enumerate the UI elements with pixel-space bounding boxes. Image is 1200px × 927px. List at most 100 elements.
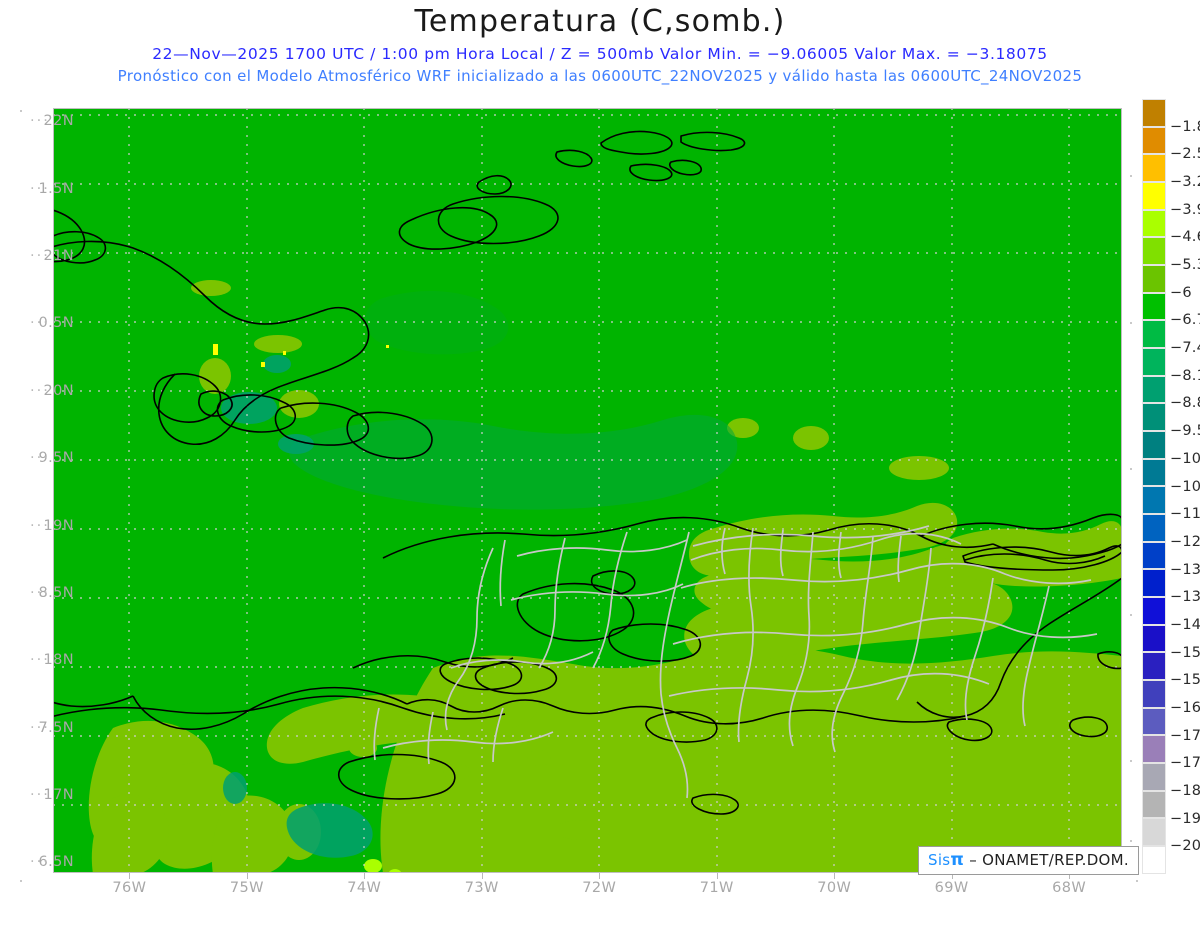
map-canvas [53, 108, 1122, 873]
colorbar-tick-label: −13 [1170, 561, 1200, 578]
colorbar-swatch [1142, 403, 1166, 432]
x-axis-tick-label: 76W [112, 880, 147, 896]
edge-marker-dot [1130, 468, 1132, 470]
y-axis-tick-label: 8.5N [38, 584, 74, 601]
colorbar-swatch [1142, 569, 1166, 598]
colorbar-swatch [1142, 735, 1166, 764]
colorbar-swatch [1142, 348, 1166, 376]
x-axis-tick-mark [599, 873, 601, 879]
colorbar-tick-label: −8.1 [1170, 367, 1200, 384]
y-axis-tick-label: 9.5N [38, 450, 74, 467]
watermark-suffix: – ONAMET/REP.DOM. [969, 851, 1129, 869]
y-axis-tick-label: 20N [43, 382, 74, 399]
x-axis-tick-label: 72W [582, 880, 617, 896]
y-axis-tick-dots: ··· [30, 180, 50, 197]
y-axis-tick-dots: ··· [30, 652, 50, 669]
edge-marker-dot [20, 880, 22, 882]
edge-marker-dot [1130, 322, 1132, 324]
edge-marker-dot [1130, 175, 1132, 177]
map-shaded-field [53, 108, 1122, 873]
colorbar-tick-label: −15.1 [1170, 644, 1200, 661]
x-axis-tick-mark [364, 873, 366, 879]
shade-band-warm [88, 280, 1122, 873]
model-info-line: Pronóstico con el Modelo Atmosférico WRF… [117, 67, 1083, 85]
y-axis-tick-label: 0.5N [38, 315, 74, 332]
province-borders-overlay [373, 525, 1098, 799]
colorbar-swatch [1142, 597, 1166, 625]
y-axis-tick-dots: ··· [30, 719, 50, 736]
watermark-prefix: Sis [928, 851, 951, 869]
colorbar-tick-label: −19.3 [1170, 810, 1200, 827]
map-plot-area [53, 108, 1122, 873]
y-axis-tick-label: 21N [43, 248, 74, 265]
y-axis-tick-dots: ··· [30, 248, 50, 265]
colorbar-swatch [1142, 624, 1166, 653]
colorbar-tick-label: −4.6 [1170, 229, 1200, 246]
colorbar-swatch [1142, 375, 1166, 404]
colorbar-swatch [1142, 652, 1166, 681]
y-axis-tick-dots: ··· [30, 854, 50, 871]
y-axis-tick-label: 18N [43, 652, 74, 669]
shade-band-cold-pocket [221, 355, 373, 858]
colorbar-swatch [1142, 99, 1166, 127]
colorbar-swatch [1142, 237, 1166, 266]
forecast-meta-line: 22—Nov—2025 1700 UTC / 1:00 pm Hora Loca… [152, 45, 1048, 63]
colorbar-swatch [1142, 680, 1166, 708]
x-axis-tick-mark [951, 873, 953, 879]
edge-marker-dot [1136, 880, 1138, 882]
y-axis-tick-dots: ··· [30, 113, 50, 130]
x-axis-tick-label: 73W [464, 880, 499, 896]
colorbar-tick-label: −15.8 [1170, 672, 1200, 689]
colorbar [1142, 99, 1166, 874]
edge-marker-dot [1130, 760, 1132, 762]
x-axis-tick-label: 69W [934, 880, 969, 896]
y-axis-tick-label: 17N [43, 786, 74, 803]
colorbar-tick-label: −10.9 [1170, 478, 1200, 495]
y-axis-tick-dots: ··· [30, 450, 50, 467]
colorbar-tick-label: −12.3 [1170, 533, 1200, 550]
colorbar-tick-label: −7.4 [1170, 340, 1200, 357]
colorbar-tick-label: −2.5 [1170, 146, 1200, 163]
colorbar-tick-label: −9.5 [1170, 423, 1200, 440]
colorbar-tick-label: −3.9 [1170, 201, 1200, 218]
colorbar-swatch [1142, 431, 1166, 459]
edge-marker-dot [1130, 614, 1132, 616]
colorbar-tick-label: −10.2 [1170, 450, 1200, 467]
colorbar-tick-label: −14.4 [1170, 616, 1200, 633]
shade-band-cool [289, 291, 738, 510]
y-axis-tick-dots: ··· [30, 517, 50, 534]
x-axis-tick-label: 75W [229, 880, 264, 896]
x-axis-tick-mark [1069, 873, 1071, 879]
colorbar-tick-label: −5.3 [1170, 257, 1200, 274]
colorbar-swatch [1142, 320, 1166, 349]
pi-icon: π [950, 850, 965, 870]
colorbar-swatch [1142, 790, 1166, 819]
colorbar-swatch [1142, 541, 1166, 570]
colorbar-tick-label: −20 [1170, 838, 1200, 855]
colorbar-tick-label: −13.7 [1170, 589, 1200, 606]
colorbar-tick-label: −17.9 [1170, 755, 1200, 772]
y-axis-tick-dots: ··· [30, 584, 50, 601]
colorbar-swatch [1142, 126, 1166, 155]
colorbar-swatch [1142, 265, 1166, 293]
page-title: Temperatura (C,somb.) [414, 4, 786, 39]
colorbar-swatch [1142, 707, 1166, 736]
y-axis-tick-label: 7.5N [38, 719, 74, 736]
x-axis-tick-mark [246, 873, 248, 879]
colorbar-swatch [1142, 514, 1166, 542]
x-axis-tick-label: 71W [699, 880, 734, 896]
colorbar-swatch [1142, 209, 1166, 238]
colorbar-tick-label: −6 [1170, 284, 1192, 301]
colorbar-swatch [1142, 763, 1166, 791]
x-axis-tick-mark [834, 873, 836, 879]
colorbar-swatch [1142, 182, 1166, 210]
colorbar-tick-label: −18.6 [1170, 782, 1200, 799]
colorbar-swatch [1142, 818, 1166, 847]
coastline-overlay [53, 130, 1122, 815]
shade-max-pixels [213, 344, 389, 367]
y-axis-tick-label: 22N [43, 113, 74, 130]
colorbar-tick-label: −8.8 [1170, 395, 1200, 412]
colorbar-swatch [1142, 154, 1166, 183]
colorbar-swatch [1142, 486, 1166, 515]
